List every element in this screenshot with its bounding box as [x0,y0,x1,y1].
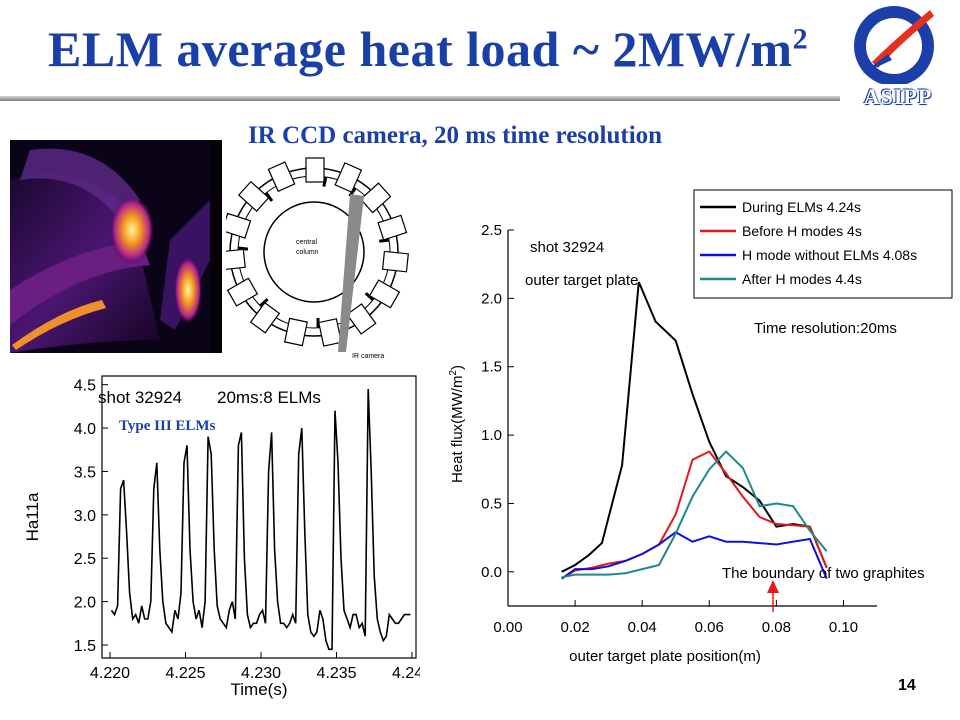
right-annotation-plate: outer target plate [525,272,638,289]
right-x-label-text: outer target plate position(m) [569,648,761,665]
diagram-central-label: central [296,239,317,246]
slide-title-text: ELM average heat load ~ 2MW/m [48,21,793,77]
right-annotation-resolution: Time resolution:20ms [754,320,897,337]
right-y-tick-label: 2.5 [481,222,502,239]
slide-title: ELM average heat load ~ 2MW/m2 [48,20,808,78]
left-y-tick-label: 4.0 [74,421,96,438]
right-y-label-text: Heat flux(MW/m [449,376,466,484]
left-x-label: Time(s) [231,680,288,699]
right-x-tick-label: 0.06 [695,619,724,636]
asipp-logo [846,6,950,114]
left-x-tick-label: 4.230 [241,665,281,682]
right-x-tick-label: 0.08 [762,619,791,636]
left-y-label: Ha11a [23,492,42,541]
ir-camera-image [10,140,222,353]
left-plot-frame [101,375,417,659]
right-y-label-close: ) [449,365,466,370]
ha11a-chart: 1.5 2.0 2.5 3.0 3.5 4.0 4.5 4.220 4.225 4.230 4.23… [23,375,420,699]
diagram-column-label: column [296,249,319,256]
legend-label: After H modes 4.4s [742,271,862,287]
right-y-tick-label: 1.5 [481,359,502,376]
right-series-line [561,281,828,573]
legend-label: Before H modes 4s [742,223,862,239]
right-y-tick-label: 0.0 [481,564,502,581]
right-x-tick-label: 0.00 [493,619,522,636]
right-series-line [561,531,828,580]
right-y-tick-label: 0.5 [481,495,502,512]
right-y-label-sup: 2 [448,370,459,376]
left-y-tick-label: 2.0 [74,595,96,612]
slide-title-superscript: 2 [792,22,809,56]
left-series-line [110,388,411,651]
legend-box [693,189,953,299]
left-annotation-shot: shot 32924 [98,388,182,407]
left-x-tick-label: 4.235 [316,665,356,682]
right-x-tick-label: 0.04 [628,619,657,636]
diagram-camera-label: IR camera [352,353,384,360]
left-annotation-elms: 20ms:8 ELMs [217,388,321,407]
logo-text: ASIPP [863,84,933,109]
right-y-tick-label: 1.0 [481,427,502,444]
left-annotation-type: Type III ELMs [119,418,216,434]
right-x-tick-label: 0.10 [829,619,858,636]
legend-label: During ELMs 4.24s [742,199,861,215]
left-y-tick-label: 1.5 [74,638,96,655]
title-underline [0,96,840,101]
right-y-label: Heat flux(MW/m2) [448,365,466,483]
right-y-tick-label: 2.0 [481,290,502,307]
right-series-line [561,450,828,579]
right-x-label: outer target plate position(m) [569,648,761,665]
left-y-tick-label: 2.5 [74,551,96,568]
right-annotation-shot: shot 32924 [530,239,604,256]
heat-flux-chart: 0.0 0.5 1.0 1.5 2.0 2.5 0.00 0.02 0.04 0.06 0.08 0.… [448,189,953,665]
boundary-arrow [767,580,779,612]
right-x-tick-label: 0.02 [560,619,589,636]
subtitle: IR CCD camera, 20 ms time resolution [248,122,663,149]
left-x-tick-label: 4.220 [90,665,130,682]
left-x-tick-label: 4.240 [392,665,420,682]
left-y-tick-label: 3.5 [74,464,96,481]
right-series-line [561,450,828,580]
legend-label: H mode without ELMs 4.08s [742,247,917,263]
left-y-tick-label: 4.5 [74,378,96,395]
left-y-tick-label: 3.0 [74,508,96,525]
tokamak-port-diagram: central column IR camera [226,157,409,360]
left-x-tick-label: 4.225 [165,665,205,682]
right-annotation-boundary: The boundary of two graphites [722,565,925,582]
page-number: 14 [898,677,916,694]
